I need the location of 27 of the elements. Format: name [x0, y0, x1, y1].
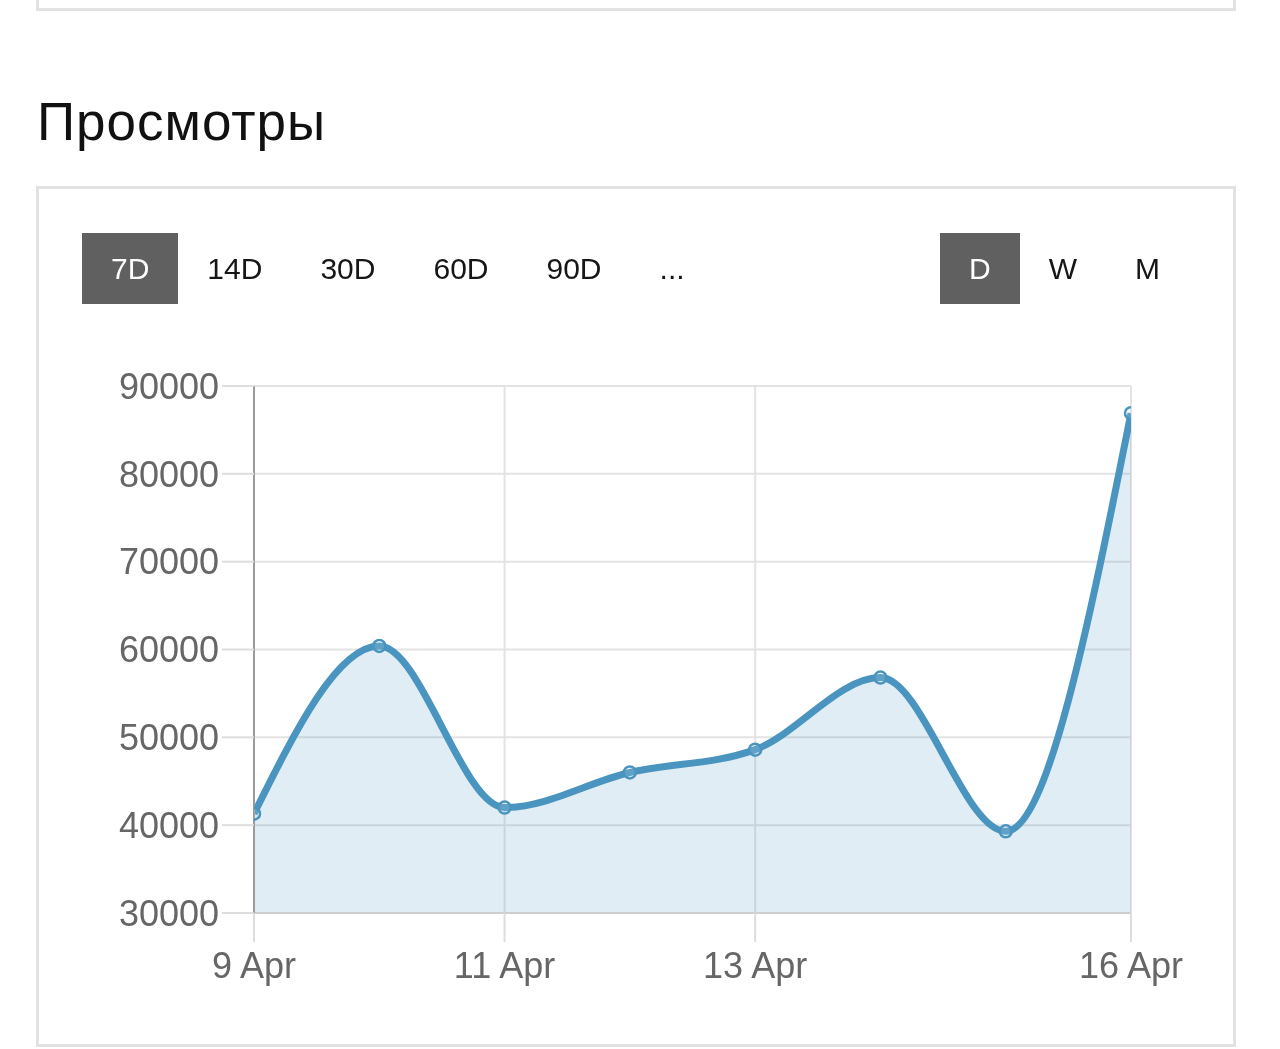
y-tick-label: 80000 — [118, 453, 219, 495]
x-tick-label: 9 Apr — [211, 944, 297, 986]
point — [622, 765, 638, 780]
chart-title: Просмотры — [37, 92, 327, 151]
point — [998, 824, 1013, 839]
tab-label: 30D — [320, 252, 376, 285]
y-tick-label: 40000 — [118, 804, 219, 846]
selected-tab: D — [940, 233, 1020, 304]
tab-label: 14D — [207, 252, 263, 285]
y-tick-label: 60000 — [118, 629, 219, 671]
x-tick-label: 13 Apr — [703, 944, 808, 986]
x-tick-label: 11 Apr — [453, 944, 556, 986]
y-tick-label: 90000 — [118, 365, 219, 407]
tab-label: W — [1048, 252, 1077, 285]
point — [372, 638, 387, 654]
point — [497, 800, 512, 815]
y-tick-label: 70000 — [118, 541, 219, 583]
y-tick-label: 50000 — [118, 717, 219, 759]
tab-label: M — [1135, 252, 1160, 285]
tab-label: 90D — [546, 252, 602, 285]
x-tick-label: 16 Apr — [1078, 944, 1184, 986]
point — [747, 742, 763, 757]
point — [873, 670, 888, 685]
tab-label: 60D — [433, 252, 489, 285]
selected-tab: 7D — [82, 233, 179, 304]
y-tick-label: 30000 — [118, 892, 219, 934]
tab-label: ... — [659, 252, 685, 285]
